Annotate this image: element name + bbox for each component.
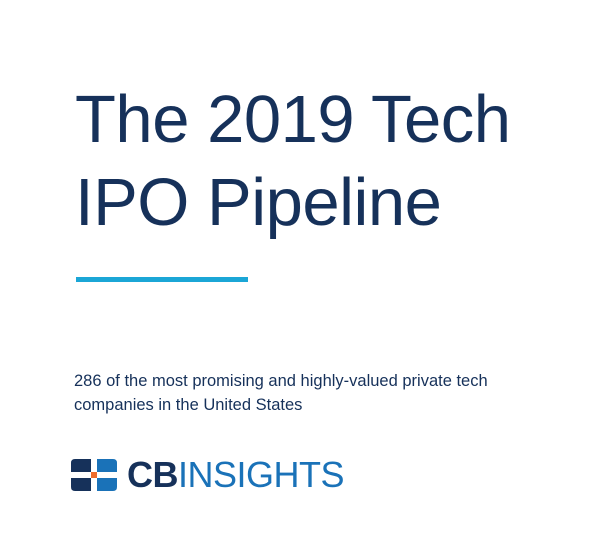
logo-wordmark-cb: CB <box>127 454 179 495</box>
accent-divider <box>76 277 248 282</box>
logo-wordmark: CBINSIGHTS <box>127 457 345 493</box>
subtitle: 286 of the most promising and highly-val… <box>74 369 574 417</box>
subtitle-line-2: companies in the United States <box>74 396 303 414</box>
page-title: The 2019 Tech IPO Pipeline <box>75 78 585 244</box>
subtitle-line-1: 286 of the most promising and highly-val… <box>74 372 488 390</box>
cb-insights-logo: CBINSIGHTS <box>71 457 345 493</box>
logo-wordmark-insights: INSIGHTS <box>178 454 345 495</box>
title-line-2: IPO Pipeline <box>75 165 442 240</box>
cb-insights-logo-icon <box>71 459 117 491</box>
title-line-1: The 2019 Tech <box>75 82 511 157</box>
